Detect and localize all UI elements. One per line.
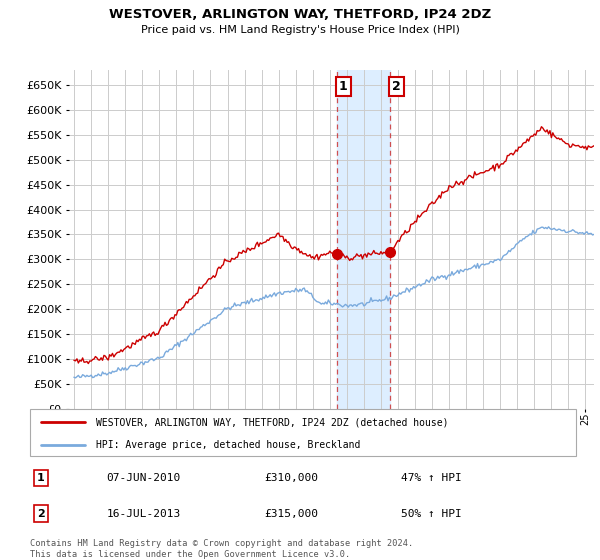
Text: 1: 1: [338, 80, 347, 93]
Text: 07-JUN-2010: 07-JUN-2010: [106, 473, 181, 483]
Text: Price paid vs. HM Land Registry's House Price Index (HPI): Price paid vs. HM Land Registry's House …: [140, 25, 460, 35]
Text: £315,000: £315,000: [265, 508, 319, 519]
Text: £310,000: £310,000: [265, 473, 319, 483]
Text: 2: 2: [37, 508, 45, 519]
Text: 2: 2: [392, 80, 401, 93]
Text: 47% ↑ HPI: 47% ↑ HPI: [401, 473, 462, 483]
Text: 1: 1: [37, 473, 45, 483]
Text: HPI: Average price, detached house, Breckland: HPI: Average price, detached house, Brec…: [95, 440, 360, 450]
Text: 16-JUL-2013: 16-JUL-2013: [106, 508, 181, 519]
Bar: [337, 70, 390, 409]
Text: Contains HM Land Registry data © Crown copyright and database right 2024.
This d: Contains HM Land Registry data © Crown c…: [30, 539, 413, 559]
FancyBboxPatch shape: [30, 409, 576, 456]
Text: WESTOVER, ARLINGTON WAY, THETFORD, IP24 2DZ: WESTOVER, ARLINGTON WAY, THETFORD, IP24 …: [109, 8, 491, 21]
Text: WESTOVER, ARLINGTON WAY, THETFORD, IP24 2DZ (detached house): WESTOVER, ARLINGTON WAY, THETFORD, IP24 …: [95, 417, 448, 427]
Text: 50% ↑ HPI: 50% ↑ HPI: [401, 508, 462, 519]
